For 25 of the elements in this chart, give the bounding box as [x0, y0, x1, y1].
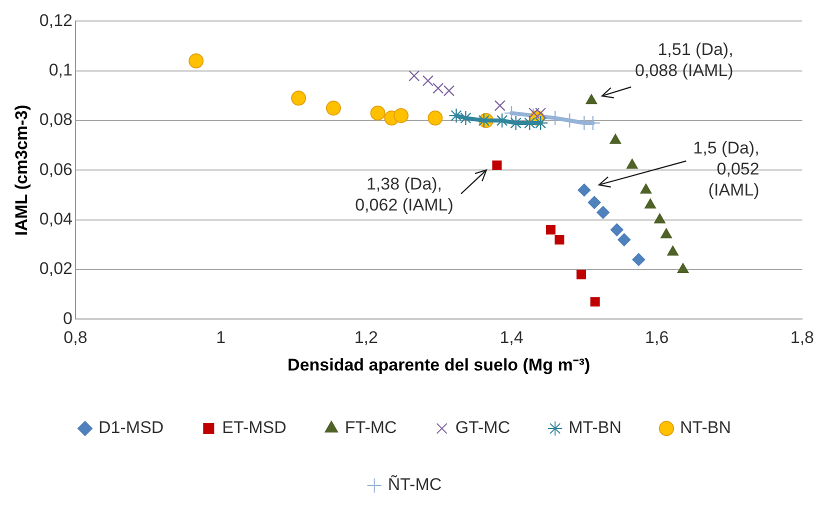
y-tick-label: 0,06 — [39, 160, 72, 179]
legend-label: ÑT-MC — [388, 475, 442, 494]
annotation: 1,51 (Da), 0,088 (IAML) — [635, 40, 734, 80]
y-tick-label: 0,12 — [39, 10, 72, 30]
legend-label: GT-MC — [455, 418, 510, 438]
annotation: 1,38 (Da), 0,062 (IAML) — [355, 174, 454, 214]
legend-label: D1-MSD — [98, 418, 164, 438]
annotation: 1,5 (Da), 0,052 (IAML) — [693, 138, 760, 200]
y-tick-label: 0 — [63, 308, 72, 328]
x-tick-label: 1 — [216, 328, 226, 348]
x-tick-label: 1,2 — [354, 328, 378, 348]
y-tick-label: 0,04 — [39, 210, 72, 229]
x-tick-label: 1,4 — [500, 328, 524, 348]
legend-label: NT-BN — [680, 418, 731, 438]
legend-label: MT-BN — [568, 418, 622, 438]
y-tick-label: 0,1 — [48, 60, 72, 80]
x-tick-label: 0,8 — [64, 328, 88, 348]
legend-label: ET-MSD — [222, 418, 286, 438]
y-axis-title: IAML (cm3cm-3) — [12, 104, 31, 236]
legend-label: FT-MC — [344, 418, 397, 438]
x-axis-title: Densidad aparente del suelo (Mg m⁻³) — [288, 355, 590, 374]
x-tick-label: 1,8 — [790, 328, 814, 348]
x-tick-label: 1,6 — [645, 328, 669, 348]
y-tick-label: 0,08 — [39, 110, 72, 130]
y-tick-label: 0,02 — [39, 259, 72, 278]
